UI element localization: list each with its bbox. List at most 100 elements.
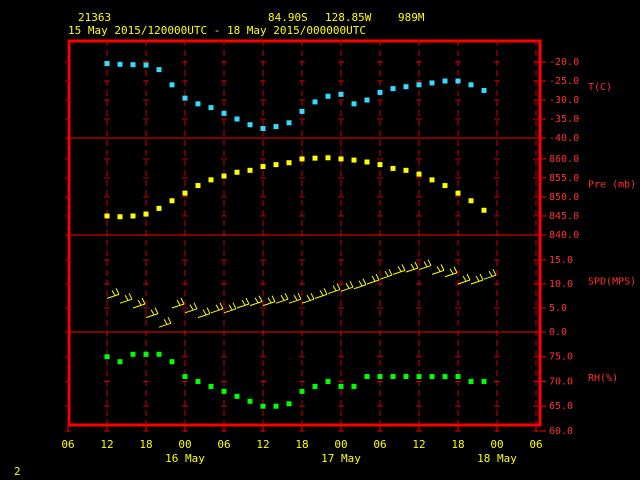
- point: [416, 171, 422, 177]
- point: [247, 398, 253, 404]
- wind-barb: [223, 302, 237, 314]
- point: [338, 156, 344, 162]
- point: [273, 162, 279, 168]
- barb-stroke: [405, 267, 419, 273]
- barb-stroke: [423, 261, 428, 267]
- y-tick-label: 15.0: [549, 255, 573, 266]
- panel-label: Pre (mb): [588, 180, 636, 191]
- point: [351, 383, 357, 389]
- x-tick-label: 18: [295, 438, 308, 451]
- y-tick-label: 70.0: [549, 376, 573, 387]
- y-tick-label: 860.0: [549, 154, 579, 165]
- barb-stroke: [275, 298, 289, 304]
- point: [156, 351, 162, 357]
- wind-barb: [106, 288, 120, 299]
- barb-stroke: [453, 266, 458, 274]
- barb-stroke: [488, 270, 493, 277]
- point: [273, 124, 279, 130]
- point: [468, 198, 474, 204]
- wind-barb: [405, 261, 419, 273]
- barb-stroke: [475, 275, 480, 282]
- barb-stroke: [375, 273, 380, 281]
- point: [143, 351, 149, 357]
- period: 15 May 2015/120000UTC - 18 May 2015/0000…: [68, 24, 366, 37]
- wind-barb: [236, 297, 250, 309]
- point: [286, 120, 292, 126]
- barb-stroke: [436, 266, 441, 272]
- wind-barb: [444, 266, 458, 278]
- barb-stroke: [332, 285, 337, 291]
- barb-stroke: [154, 307, 159, 314]
- y-tick-label: 855.0: [549, 173, 579, 184]
- barb-stroke: [167, 316, 172, 324]
- point: [260, 126, 266, 132]
- barb-stroke: [132, 303, 146, 309]
- point: [403, 374, 409, 380]
- point: [377, 374, 383, 380]
- barb-stroke: [262, 301, 276, 307]
- x-tick-label: 06: [61, 438, 74, 451]
- point: [247, 122, 253, 128]
- barb-stroke: [379, 274, 393, 280]
- y-tick-label: 845.0: [549, 211, 579, 222]
- barb-stroke: [241, 299, 246, 306]
- wind-barb: [327, 283, 341, 295]
- barb-stroke: [492, 268, 497, 276]
- point: [455, 374, 461, 380]
- barb-stroke: [327, 289, 341, 295]
- point: [403, 167, 409, 173]
- barb-stroke: [180, 297, 185, 305]
- barb-stroke: [466, 273, 471, 281]
- barb-stroke: [301, 298, 315, 304]
- x-tick-label: 06: [217, 438, 230, 451]
- x-tick-label: 12: [256, 438, 269, 451]
- point: [468, 378, 474, 384]
- y-tick-label: 850.0: [549, 192, 579, 203]
- barb-stroke: [297, 292, 302, 300]
- point: [182, 190, 188, 196]
- wind-barb: [470, 273, 484, 285]
- point: [481, 378, 487, 384]
- barb-stroke: [193, 302, 198, 310]
- point: [351, 101, 357, 107]
- wind-barb: [353, 278, 367, 290]
- point: [234, 393, 240, 399]
- point: [429, 80, 435, 86]
- point: [195, 183, 201, 189]
- barb-stroke: [384, 270, 389, 277]
- point: [195, 101, 201, 107]
- wind-barb: [197, 307, 211, 319]
- point: [182, 374, 188, 380]
- date-label: 17 May: [321, 452, 361, 465]
- barb-stroke: [293, 294, 298, 301]
- barb-stroke: [483, 274, 497, 280]
- wind-barb: [249, 295, 263, 307]
- barb-stroke: [366, 279, 380, 285]
- frame: [67, 39, 542, 427]
- point: [390, 86, 396, 92]
- barb-stroke: [258, 295, 263, 302]
- barb-stroke: [418, 265, 432, 271]
- x-tick-label: 18: [451, 438, 464, 451]
- barb-stroke: [115, 288, 120, 295]
- barb-stroke: [245, 297, 250, 305]
- barb-stroke: [319, 290, 324, 296]
- barb-stroke: [284, 292, 289, 300]
- point: [364, 374, 370, 380]
- point: [481, 88, 487, 94]
- point: [221, 388, 227, 394]
- point: [169, 359, 175, 365]
- point: [351, 157, 357, 163]
- point: [130, 351, 136, 357]
- point: [208, 105, 214, 111]
- barb-stroke: [141, 297, 146, 305]
- y-tick-label: -20.0: [549, 57, 579, 68]
- wind-barb: [340, 280, 354, 292]
- point: [416, 82, 422, 88]
- point: [156, 205, 162, 211]
- y-tick-label: -40.0: [549, 133, 579, 144]
- point: [234, 116, 240, 122]
- barb-stroke: [215, 304, 220, 311]
- panel-label: RH(%): [588, 373, 618, 384]
- point: [117, 61, 123, 67]
